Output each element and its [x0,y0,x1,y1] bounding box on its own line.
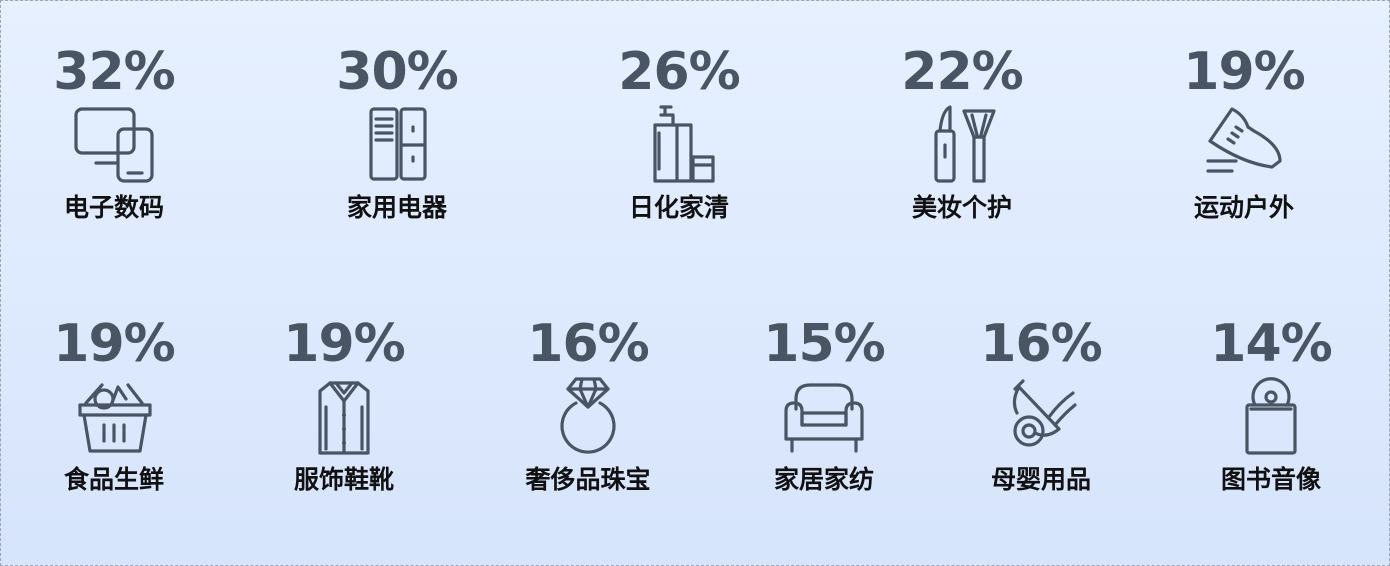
category-percent: 32% [53,42,175,102]
category-item-appliance: 30% 家用电器 [277,45,517,223]
category-item-sports: 19% 运动户外 [1124,45,1364,223]
category-label: 电子数码 [63,193,164,222]
category-label: 图书音像 [1220,465,1321,494]
category-item-luxury: 16% 奢侈品珠宝 [468,317,708,495]
toiletries-icon [631,101,727,187]
grocery-basket-icon [66,373,162,459]
category-item-food: 19% 食品生鲜 [0,317,234,495]
refrigerator-icon [349,101,445,187]
category-percent: 14% [1210,314,1332,374]
category-item-books: 14% 图书音像 [1151,317,1390,495]
category-label: 服饰鞋靴 [293,465,394,494]
category-item-mother-baby: 16% 母婴用品 [921,317,1161,495]
category-percent: 30% [336,42,458,102]
category-percent: 15% [763,314,885,374]
category-label: 家用电器 [346,193,447,222]
category-label: 奢侈品珠宝 [525,465,651,494]
category-item-beauty: 22% 美妆个护 [842,45,1082,223]
category-label: 美妆个护 [911,193,1012,222]
category-item-household: 26% 日化家清 [559,45,799,223]
diamond-ring-icon [540,373,636,459]
disc-book-icon [1223,373,1319,459]
category-percent: 26% [618,42,740,102]
pacifier-icon [993,373,1089,459]
lipstick-brush-icon [914,101,1010,187]
category-label: 日化家清 [628,193,729,222]
category-item-digital: 32% 电子数码 [0,45,234,223]
category-percent: 19% [53,314,175,374]
shirt-icon [296,373,392,459]
category-percent: 22% [901,42,1023,102]
category-label: 家居家纺 [773,465,874,494]
category-item-apparel: 19% 服饰鞋靴 [224,317,464,495]
category-label: 食品生鲜 [63,465,164,494]
category-percent: 16% [527,314,649,374]
category-item-home-textile: 15% 家居家纺 [704,317,944,495]
category-percent: 16% [980,314,1102,374]
category-label: 母婴用品 [990,465,1091,494]
category-percent: 19% [1183,42,1305,102]
sneaker-icon [1196,101,1292,187]
sofa-icon [776,373,872,459]
devices-icon [66,101,162,187]
category-label: 运动户外 [1193,193,1294,222]
category-percent: 19% [283,314,405,374]
